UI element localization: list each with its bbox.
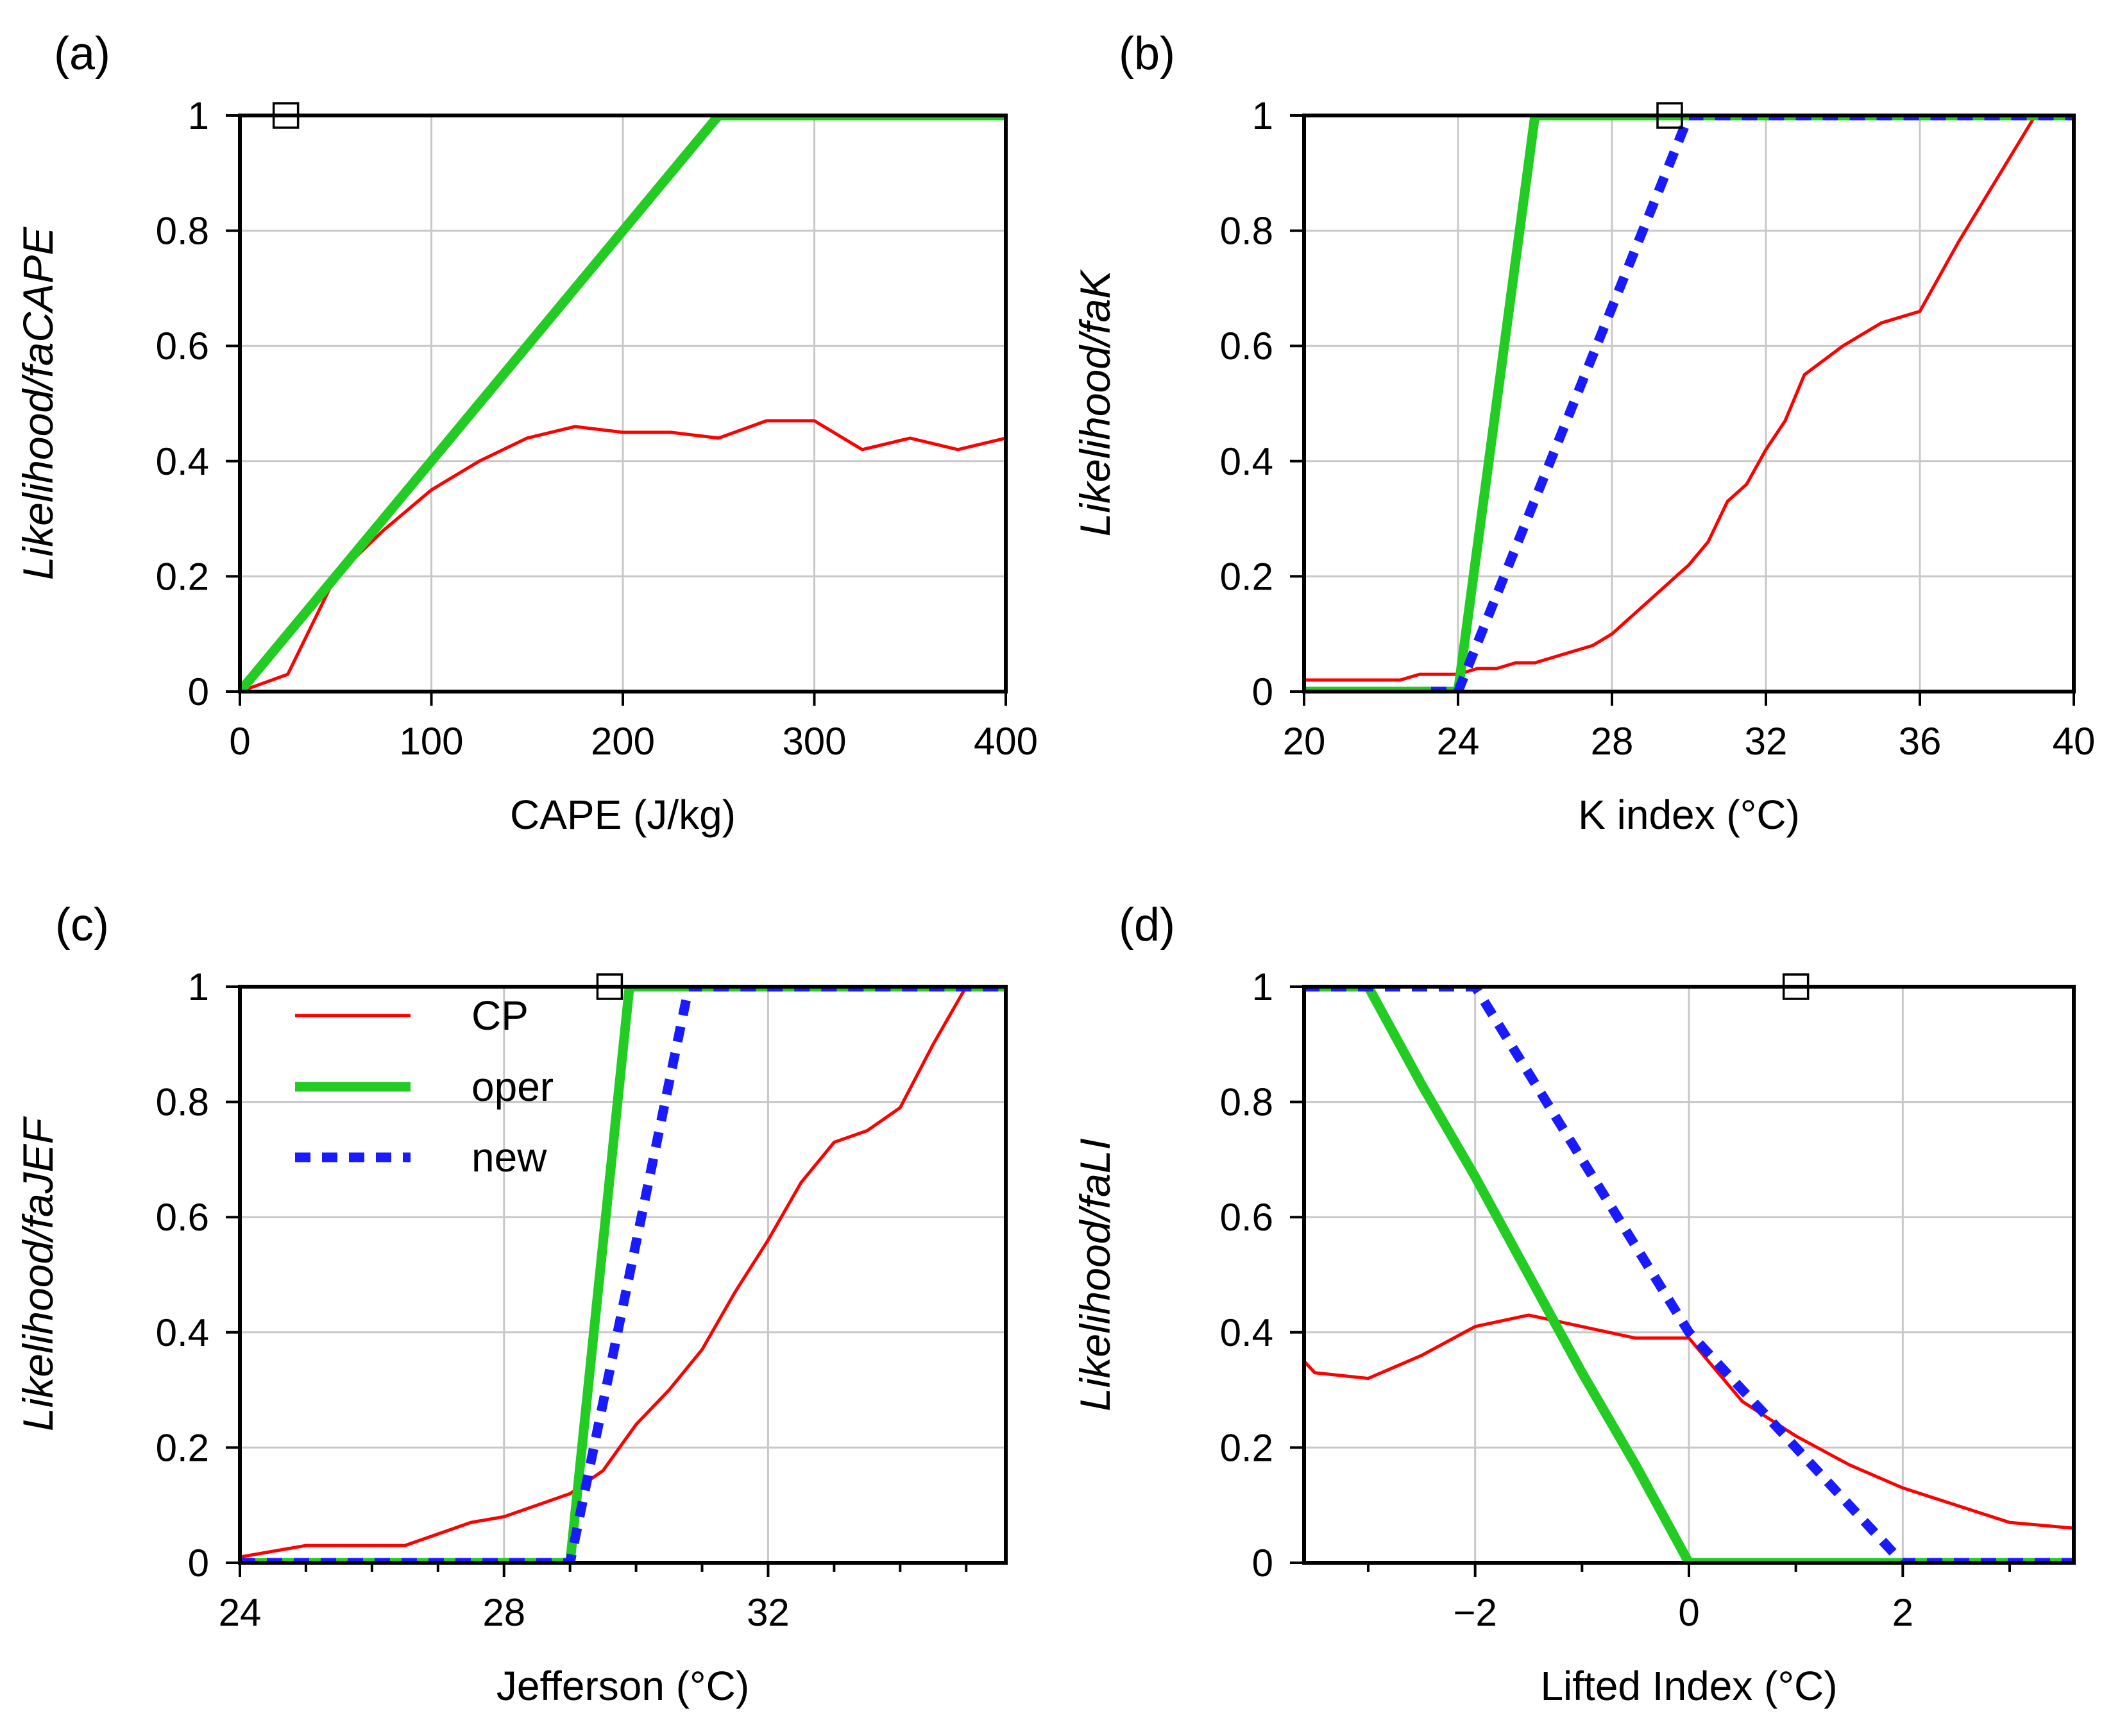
y-tick-label: 0.6	[1220, 1196, 1273, 1239]
x-tick-label: 2	[1892, 1591, 1913, 1634]
series-oper-line	[240, 987, 1006, 1563]
panel-c: 24 28 32 0 0.2 0.4 0.6 0.8 1 Jefferson (°C) Likeli…	[14, 899, 1008, 1709]
x-axis-label: K index (°C)	[1578, 792, 1800, 838]
square-marker-dot	[1668, 114, 1672, 117]
y-tick-label: 1	[188, 966, 209, 1008]
x-tick-label: 40	[2053, 720, 2096, 763]
x-tick-label: 20	[1283, 720, 1326, 763]
x-tick-label: 0	[229, 720, 250, 763]
y-tick-label: 0.4	[156, 1311, 209, 1354]
series-cp-line	[1304, 1313, 2074, 1530]
series-new-line	[1304, 987, 2074, 1563]
y-tick-label: 0	[188, 1542, 209, 1585]
legend-label-cp: CP	[471, 992, 529, 1039]
legend-label-new: new	[471, 1134, 547, 1180]
x-tick-label: 300	[782, 720, 846, 763]
y-tick-label: 0.6	[156, 1196, 209, 1239]
x-axis-label: Lifted Index (°C)	[1540, 1663, 1837, 1709]
series-new-line	[1431, 115, 2074, 692]
panel-letter: (b)	[1119, 28, 1175, 80]
x-tick-label: 100	[399, 720, 463, 763]
series-cp-line	[240, 419, 1006, 692]
series-oper-line	[1304, 115, 2074, 692]
legend-label-oper: oper	[471, 1064, 554, 1110]
square-marker-dot	[284, 114, 288, 117]
y-tick-label: 0.4	[1220, 1311, 1273, 1354]
square-marker	[596, 973, 623, 1000]
panel-letter: (d)	[1119, 899, 1175, 951]
y-axis-label: Likelihood/faCAPE	[14, 226, 62, 580]
panel-letter: (c)	[55, 899, 109, 951]
y-tick-label: 1	[1252, 966, 1273, 1008]
square-marker	[272, 102, 300, 129]
series-new-line	[240, 987, 1006, 1563]
series-oper-line	[240, 115, 1006, 692]
panel-a: 0 100 200 300 400 0 0.2 0.4 0.6 0.8 1 CAPE (J/kg) Li…	[14, 28, 1038, 838]
x-tick-label: 24	[219, 1591, 262, 1634]
x-tick-label: 28	[1591, 720, 1634, 763]
y-tick-label: 0	[188, 670, 209, 713]
square-marker	[1656, 102, 1683, 129]
x-tick-label: 28	[482, 1591, 525, 1634]
y-axis-label: Likelihood/faJEF	[14, 1116, 62, 1431]
y-tick-label: 0.8	[156, 210, 209, 253]
y-tick-label: 0.6	[156, 325, 209, 368]
x-tick-label: 0	[1678, 1591, 1699, 1634]
y-axis-label: Likelihood/faLI	[1071, 1138, 1119, 1411]
y-axis-label: Likelihood/faK	[1071, 269, 1119, 537]
series-cp-line	[1304, 115, 2037, 682]
panel-b: 20 24 28 32 36 40 0 0.2 0.4 0.6 0.8 1 K index (°C) Li…	[1071, 28, 2095, 838]
y-tick-label: 0.4	[156, 440, 209, 483]
y-tick-label: 0.8	[1220, 210, 1273, 253]
y-tick-label: 0	[1252, 670, 1273, 713]
plot-frame	[1302, 114, 2076, 694]
square-marker	[1782, 973, 1810, 1000]
x-axis-label: Jefferson (°C)	[496, 1663, 749, 1709]
x-tick-label: −2	[1453, 1591, 1497, 1634]
panel-letter: (a)	[54, 28, 110, 80]
x-tick-label: 24	[1437, 720, 1480, 763]
x-tick-label: 200	[591, 720, 655, 763]
x-tick-label: 32	[1745, 720, 1788, 763]
y-tick-label: 0.2	[1220, 555, 1273, 598]
x-tick-label: 400	[974, 720, 1038, 763]
square-marker-dot	[1794, 985, 1798, 989]
y-tick-label: 0.4	[1220, 440, 1273, 483]
x-tick-label: 36	[1899, 720, 1942, 763]
y-tick-label: 0.2	[156, 555, 209, 598]
y-tick-label: 0	[1252, 1542, 1273, 1585]
y-tick-label: 1	[1252, 94, 1273, 137]
y-tick-label: 0.8	[156, 1081, 209, 1124]
y-tick-label: 0.2	[1220, 1426, 1273, 1469]
y-tick-label: 0.2	[156, 1426, 209, 1469]
series-oper-line	[1304, 987, 2074, 1563]
series-cp-line	[240, 987, 999, 1559]
x-tick-label: 32	[747, 1591, 790, 1634]
x-axis-label: CAPE (J/kg)	[510, 792, 736, 838]
y-tick-label: 0.6	[1220, 325, 1273, 368]
y-tick-label: 0.8	[1220, 1081, 1273, 1124]
legend: CP oper new	[295, 992, 554, 1180]
y-tick-label: 1	[188, 94, 209, 137]
panel-d: −2 0 2 0 0.2 0.4 0.6 0.8 1 Lifted Index (°C) Likel…	[1071, 899, 2076, 1709]
square-marker-dot	[607, 985, 611, 989]
